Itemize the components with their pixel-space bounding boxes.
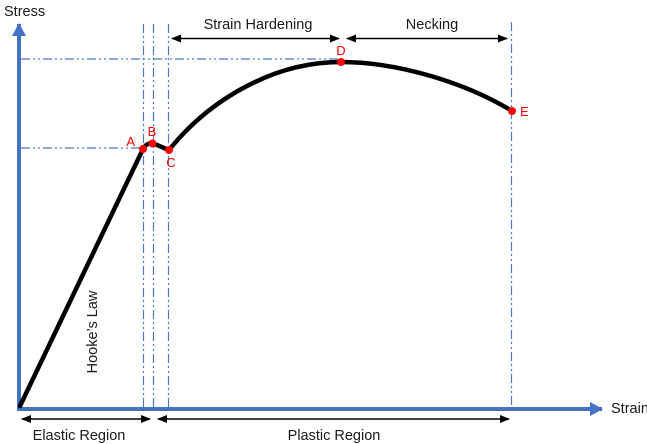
point-c-dot [165, 146, 173, 154]
point-e-dot [508, 107, 516, 115]
hookes-law-label: Hooke’s Law [85, 290, 101, 373]
point-e-label: E [520, 104, 529, 119]
y-axis-label: Stress [4, 4, 45, 20]
strain-hardening-label: Strain Hardening [204, 17, 313, 33]
x-axis-label: Strain [611, 401, 647, 417]
curve-points-layer: AB C D E [126, 43, 529, 170]
guide-lines [21, 22, 513, 407]
plastic-region-label: Plastic Region [288, 428, 381, 444]
point-b-dot [148, 139, 157, 148]
point-a-label: A [126, 134, 135, 149]
point-c-label: C [166, 155, 175, 170]
point-b-label: B [148, 124, 157, 139]
point-d-label: D [336, 43, 345, 58]
point-d-dot [337, 58, 345, 66]
point-a-dot [139, 145, 147, 153]
axes [12, 23, 603, 416]
region-arrows [21, 34, 510, 423]
elastic-region-label: Elastic Region [33, 428, 126, 444]
necking-label: Necking [406, 17, 458, 33]
